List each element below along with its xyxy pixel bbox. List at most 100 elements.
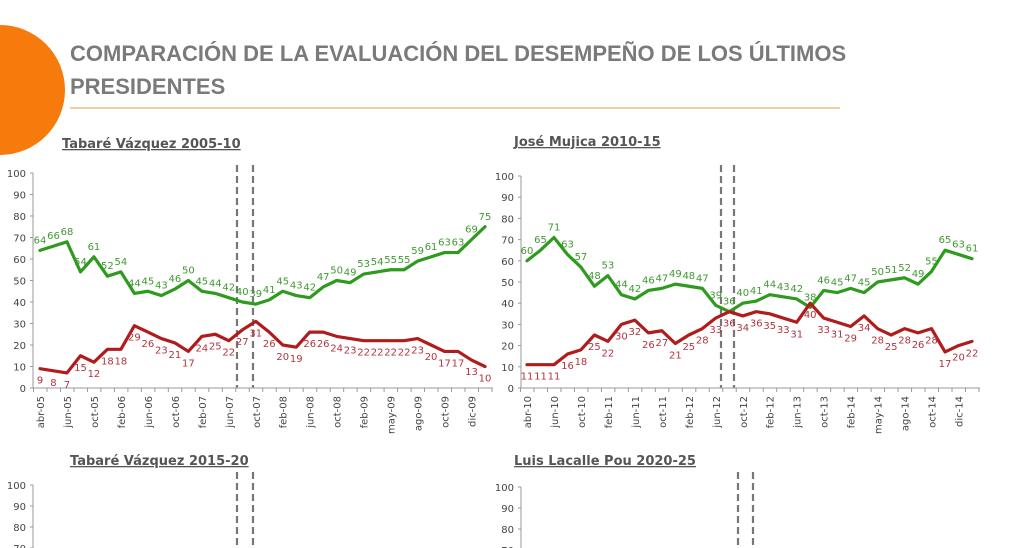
data-label: 55 xyxy=(398,255,411,266)
x-tick-label: oct-14 xyxy=(928,396,939,428)
data-label: 27 xyxy=(236,337,249,348)
data-label: 36 xyxy=(750,319,763,330)
data-label: 22 xyxy=(384,348,397,359)
data-label: 39 xyxy=(709,290,722,301)
chart-title: José Mujica 2010-15 xyxy=(513,135,661,150)
data-label: 31 xyxy=(790,329,803,340)
data-label: 15 xyxy=(74,363,87,374)
data-label: 24 xyxy=(195,343,208,354)
data-label: 60 xyxy=(521,246,534,257)
data-label: 48 xyxy=(682,271,695,282)
data-label: 10 xyxy=(479,374,492,385)
data-label: 20 xyxy=(952,353,965,364)
data-label: 48 xyxy=(588,271,601,282)
data-label: 38 xyxy=(804,292,817,303)
x-tick-label: abr-10 xyxy=(523,396,534,428)
x-tick-label: jun-10 xyxy=(550,396,561,429)
x-tick-label: ago-14 xyxy=(901,396,912,431)
data-label: 75 xyxy=(479,212,492,223)
data-label: 24 xyxy=(330,343,343,354)
y-tick-label: 100 xyxy=(495,172,514,183)
x-tick-label: ago-09 xyxy=(414,396,425,431)
data-label: 63 xyxy=(952,239,965,250)
orange-circle-decoration xyxy=(0,25,65,155)
data-label: 11 xyxy=(548,372,561,383)
data-label: 46 xyxy=(817,275,830,286)
data-label: 45 xyxy=(831,278,844,289)
data-label: 28 xyxy=(898,336,911,347)
y-tick-label: 50 xyxy=(501,278,514,289)
data-label: 26 xyxy=(317,339,330,350)
data-label: 47 xyxy=(696,273,709,284)
data-label: 33 xyxy=(777,325,790,336)
data-label: 33 xyxy=(817,325,830,336)
data-label: 46 xyxy=(168,274,181,285)
approval-line xyxy=(525,235,974,314)
data-label: 49 xyxy=(912,269,925,280)
data-label: 18 xyxy=(115,356,128,367)
x-tick-label: jun-08 xyxy=(306,396,317,429)
x-tick-label: oct-11 xyxy=(658,396,669,428)
y-tick-label: 90 xyxy=(501,193,514,204)
x-tick-label: jun-13 xyxy=(793,396,804,429)
data-label: 22 xyxy=(357,348,370,359)
data-label: 22 xyxy=(222,348,235,359)
data-label: 26 xyxy=(912,340,925,351)
y-tick-label: 70 xyxy=(13,544,26,548)
data-label: 45 xyxy=(195,276,208,287)
x-tick-label: oct-10 xyxy=(577,396,588,428)
disapproval-line xyxy=(38,319,487,375)
data-label: 34 xyxy=(858,323,871,334)
data-label: 29 xyxy=(128,333,141,344)
data-label: 61 xyxy=(88,242,101,253)
slide-title: COMPARACIÓN DE LA EVALUACIÓN DEL DESEMPE… xyxy=(70,37,1010,103)
data-label: 22 xyxy=(371,348,384,359)
x-tick-label: feb-12 xyxy=(766,396,777,428)
data-label: 31 xyxy=(831,329,844,340)
data-label: 22 xyxy=(398,348,411,359)
x-tick-label: feb-09 xyxy=(360,396,371,428)
data-label: 42 xyxy=(790,284,803,295)
data-label: 25 xyxy=(209,341,222,352)
x-tick-label: feb-06 xyxy=(117,396,128,428)
data-label: 59 xyxy=(411,246,424,257)
data-label: 44 xyxy=(615,280,628,291)
data-label: 18 xyxy=(101,356,114,367)
data-label: 45 xyxy=(142,276,155,287)
title-line-2: PRESIDENTES xyxy=(70,74,226,99)
data-label: 29 xyxy=(844,334,857,345)
data-label: 32 xyxy=(629,327,642,338)
y-tick-label: 40 xyxy=(501,299,514,310)
data-label: 11 xyxy=(521,372,534,383)
data-label: 47 xyxy=(844,273,857,284)
data-label: 43 xyxy=(155,281,168,292)
data-label: 7 xyxy=(64,380,70,391)
data-label: 19 xyxy=(290,354,303,365)
data-label: 63 xyxy=(561,239,574,250)
data-label: 52 xyxy=(101,261,114,272)
x-tick-label: oct-08 xyxy=(333,396,344,428)
data-label: 23 xyxy=(411,346,424,357)
y-tick-label: 80 xyxy=(501,214,514,225)
data-label: 57 xyxy=(575,252,588,263)
y-tick-label: 100 xyxy=(495,483,514,494)
data-label: 45 xyxy=(276,276,289,287)
y-tick-label: 40 xyxy=(13,298,26,309)
x-tick-label: abr-05 xyxy=(36,396,47,428)
data-label: 17 xyxy=(438,358,451,369)
data-label: 25 xyxy=(588,342,601,353)
chart-0: Tabaré Vázquez 2005-10 0 10 20 30 40 50 60 70 80 9… xyxy=(7,137,493,434)
data-label: 28 xyxy=(925,336,938,347)
y-tick-label: 60 xyxy=(13,255,26,266)
data-label: 63 xyxy=(438,238,451,249)
data-label: 49 xyxy=(344,268,357,279)
data-label: 28 xyxy=(696,336,709,347)
data-label: 42 xyxy=(222,283,235,294)
x-tick-label: jun-06 xyxy=(144,396,155,429)
data-label: 26 xyxy=(303,339,316,350)
data-label: 53 xyxy=(602,261,615,272)
y-tick-label: 0 xyxy=(20,384,26,395)
y-tick-label: 80 xyxy=(501,525,514,536)
data-label: 40 xyxy=(236,287,249,298)
